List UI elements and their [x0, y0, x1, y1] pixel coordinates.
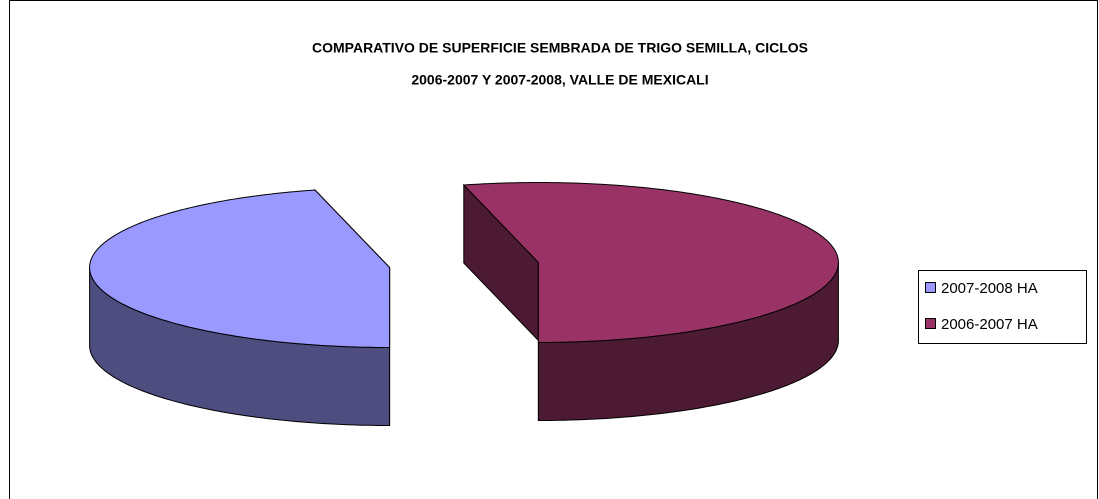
legend-swatch	[925, 282, 936, 293]
legend-label: 2006-2007 HA	[941, 316, 1038, 333]
chart-title-line: COMPARATIVO DE SUPERFICIE SEMBRADA DE TR…	[312, 40, 808, 56]
slice-top	[462, 182, 839, 343]
chart-title-line: 2006-2007 Y 2007-2008, VALLE DE MEXICALI	[411, 72, 708, 88]
slice-top	[89, 189, 391, 349]
legend-box	[918, 270, 1087, 344]
legend-swatch	[925, 318, 936, 329]
legend-label: 2007-2008 HA	[941, 280, 1038, 297]
